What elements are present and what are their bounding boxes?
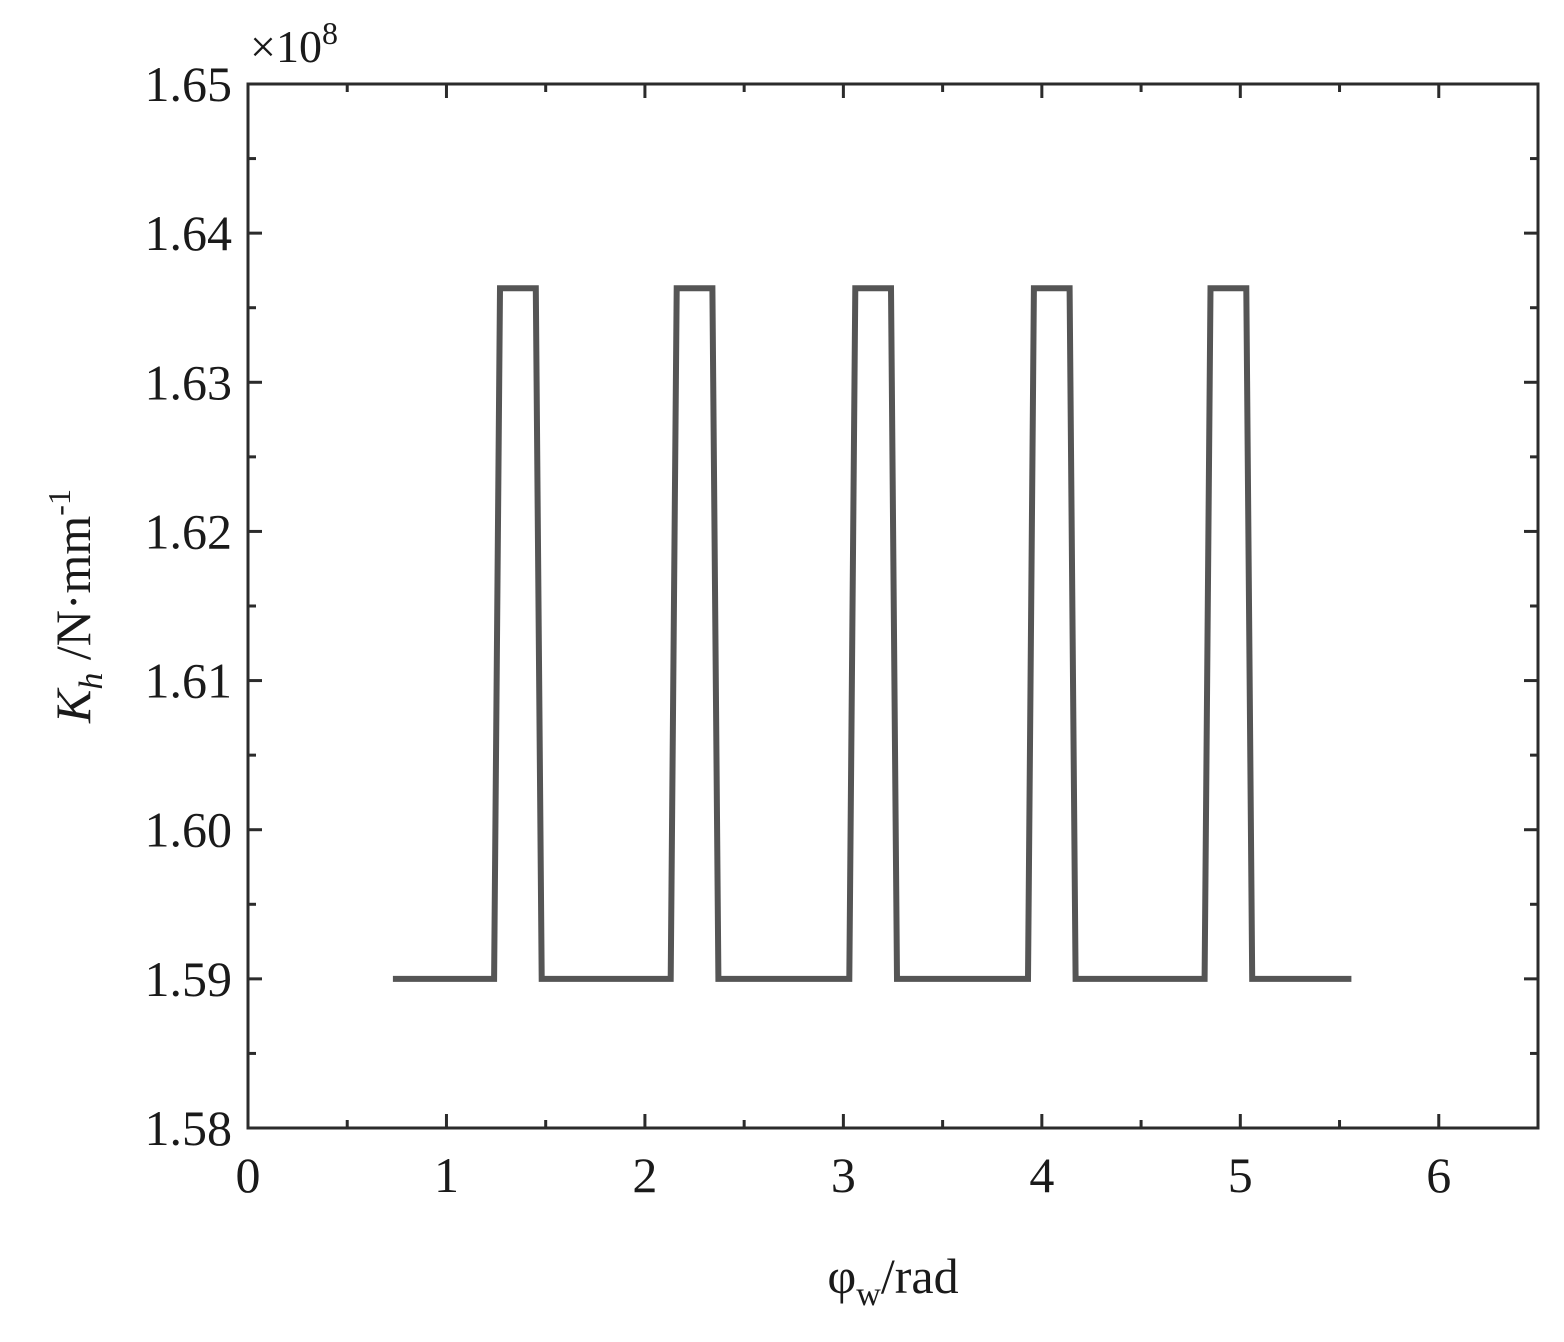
x-tick-label: 4: [1029, 1147, 1054, 1203]
y-tick-label: 1.62: [145, 503, 233, 559]
y-tick-label: 1.59: [145, 951, 233, 1007]
y-tick-label: 1.64: [145, 205, 233, 261]
series-line: [392, 285, 1352, 982]
y-tick-label: 1.60: [145, 802, 233, 858]
y-axis-label: Kh /N·mm-1: [41, 489, 110, 724]
x-tick-label: 5: [1228, 1147, 1253, 1203]
x-tick-label: 3: [831, 1147, 856, 1203]
y-tick-label: 1.61: [145, 653, 233, 709]
x-tick-label: 6: [1426, 1147, 1451, 1203]
x-tick-label: 2: [632, 1147, 657, 1203]
y-multiplier-label: ×108: [250, 15, 338, 72]
axis-tick-labels: 0 1 2 3 4 5 6 1.58 1.59 1.60 1.61 1.62 1.63 1.64 1.65: [145, 56, 1452, 1203]
y-tick-label: 1.63: [145, 354, 233, 410]
axis-ticks: [248, 84, 1538, 1128]
y-tick-label: 1.58: [145, 1100, 233, 1156]
x-axis-label: φw/rad: [827, 1248, 958, 1313]
y-tick-label: 1.65: [145, 56, 233, 112]
x-tick-label: 0: [236, 1147, 261, 1203]
x-tick-label: 1: [434, 1147, 459, 1203]
